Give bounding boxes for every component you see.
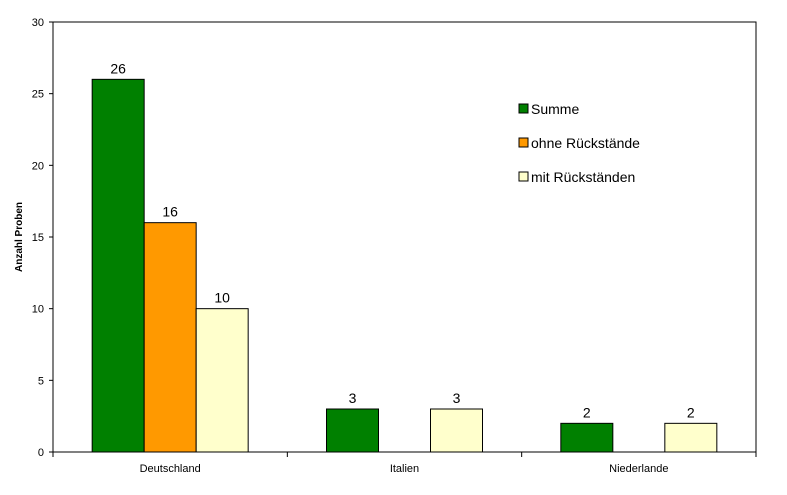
x-tick-label: Deutschland — [140, 463, 201, 475]
bars-layer — [91, 78, 718, 453]
y-tick-label: 10 — [32, 304, 44, 316]
bar-italien-3 — [430, 408, 483, 453]
bar-niederlande-3 — [664, 422, 718, 453]
data-label: 10 — [214, 290, 230, 306]
axis-layer: 0 5 10 15 20 25 30 Deutschland Italien Niederland… — [32, 17, 757, 475]
legend-swatch — [518, 137, 529, 148]
data-label: 3 — [453, 390, 461, 406]
legend-label: mit Rückständen — [531, 169, 635, 185]
bar-niederlande-1 — [560, 422, 614, 453]
legend-label: ohne Rückstände — [531, 135, 640, 151]
x-tick-label: Niederlande — [609, 463, 668, 475]
y-tick-label: 15 — [32, 232, 44, 244]
legend-swatch — [518, 103, 529, 114]
bar-deutschland-2 — [143, 222, 197, 453]
bar-deutschland-3 — [195, 308, 249, 453]
data-label: 2 — [583, 404, 591, 420]
data-label: 26 — [110, 60, 126, 76]
y-tick-label: 5 — [38, 375, 44, 387]
data-label: 16 — [162, 204, 178, 220]
bar-italien-1 — [326, 408, 379, 453]
y-tick-label: 30 — [32, 17, 44, 29]
y-tick-label: 20 — [32, 160, 44, 172]
labels-layer: 26 16 10 3 3 2 2 — [110, 60, 695, 420]
x-tick-label: Italien — [390, 463, 419, 475]
data-label: 3 — [349, 390, 357, 406]
legend-swatch — [518, 171, 529, 182]
y-axis-title: Anzahl Proben — [14, 202, 25, 272]
y-tick-label: 25 — [32, 89, 44, 101]
bar-deutschland-1 — [91, 78, 145, 453]
legend: Summe ohne Rückstände mit Rückständen — [518, 101, 640, 185]
y-tick-label: 0 — [38, 447, 44, 459]
legend-label: Summe — [531, 101, 579, 117]
data-label: 2 — [687, 404, 695, 420]
